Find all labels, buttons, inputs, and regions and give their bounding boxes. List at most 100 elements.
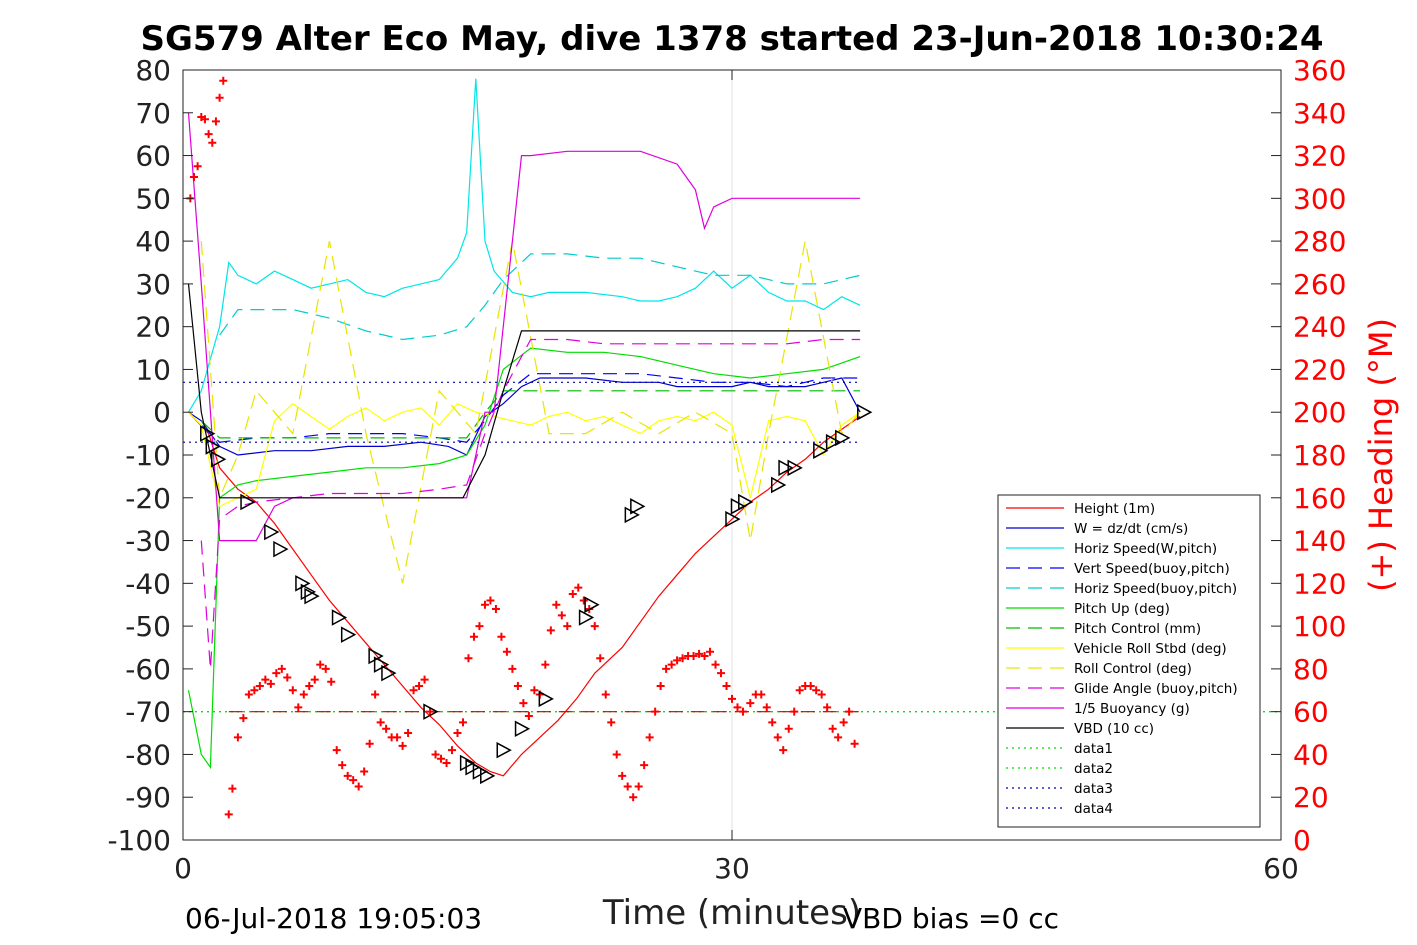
triangle-marker [368,647,384,665]
heading-point [343,771,352,780]
marker-layer [200,403,873,785]
legend-label: data3 [1074,781,1113,797]
heading-point [717,669,726,678]
heading-point [574,583,583,592]
y-right-tick-label: 100 [1293,610,1346,643]
triangle-marker [295,575,311,592]
footer-vbd-bias: VBD bias =0 cc [843,902,1059,935]
heading-point [193,162,202,171]
footer-timestamp: 06-Jul-2018 19:05:03 [185,902,482,935]
heading-point [398,741,407,750]
heading-point [250,686,259,695]
heading-point [420,675,429,684]
triangle-marker [465,759,481,776]
triangle-marker [584,596,600,613]
heading-point [464,654,473,663]
legend-label: Height (1m) [1074,501,1155,517]
heading-point [233,733,242,742]
heading-point [519,699,528,708]
legend-label: Pitch Control (mm) [1074,621,1201,637]
triangle-marker [835,429,851,447]
heading-point [376,718,385,727]
series-line [188,402,861,508]
y-tick-label: 20 [135,311,171,344]
legend-label: Vert Speed(buoy,pitch) [1074,561,1230,577]
heading-layer [186,77,859,819]
heading-point [790,707,799,716]
heading-point [711,660,720,669]
y-tick-label: -80 [125,738,171,771]
heading-point [733,703,742,712]
triangle-marker [578,609,595,626]
heading-point [695,649,704,658]
heading-point [784,724,793,733]
heading-point [552,600,561,609]
heading-point [612,750,621,759]
series-line [188,377,861,456]
triangle-marker [514,720,531,738]
heading-point [738,707,747,716]
heading-point [453,729,462,738]
x-axis: 0 30 60 [174,70,1299,885]
heading-point [700,652,709,661]
heading-point [244,690,253,699]
y-tick-label: 40 [135,225,171,258]
heading-point [678,654,687,663]
heading-point [640,761,649,770]
triangle-marker [211,451,227,468]
heading-point [321,664,330,673]
y-right-tick-label: 20 [1293,781,1329,814]
heading-point [354,782,363,791]
y-axis-right-label: (+) Heading (°M) [1362,318,1400,592]
heading-point [442,759,451,767]
heading-point [728,694,736,703]
triangle-marker [304,587,320,605]
y-right-tick-label: 280 [1293,225,1346,258]
triangle-marker [340,626,357,643]
heading-point [590,622,599,631]
heading-point [283,673,292,682]
y-tick-label: -30 [125,525,171,558]
y-tick-label: -90 [125,781,171,814]
heading-point [524,711,533,720]
heading-point [834,733,843,742]
heading-point [773,733,782,742]
heading-point [823,703,832,712]
heading-point [768,718,777,727]
y-right-tick-label: 60 [1293,696,1329,729]
y-tick-label: -70 [125,696,171,729]
y-right-tick-label: 0 [1293,824,1311,857]
heading-point [316,660,325,669]
series-line [200,373,861,443]
y-right-tick-label: 300 [1293,182,1346,215]
triangle-marker [825,433,842,451]
series-line [187,283,861,499]
heading-point [491,605,500,613]
y-tick-label: -20 [125,482,171,515]
heading-point [475,622,484,631]
heading-point [607,718,616,727]
heading-point [508,664,517,673]
y-tick-label: -100 [107,824,171,857]
heading-point [850,739,859,748]
triangle-marker [300,583,317,601]
triangle-marker [787,459,803,477]
y-tick-label: -50 [125,610,171,643]
heading-point [486,596,495,605]
triangle-marker [240,493,256,511]
y-tick-label: -10 [125,439,171,472]
y-axis-right: 3603403203002802602402202001801601401201… [1293,54,1346,857]
series-line [219,253,861,341]
triangle-marker [264,523,280,541]
series-line [200,390,861,439]
heading-point [623,782,632,791]
triangle-marker [630,498,646,515]
heading-point [437,754,446,763]
heading-point [480,600,489,609]
y-right-tick-label: 240 [1293,311,1346,344]
heading-point [239,714,248,723]
legend-label: 1/5 Buoyancy (g) [1074,701,1190,717]
y-right-tick-label: 200 [1293,396,1346,429]
heading-point [839,718,848,727]
